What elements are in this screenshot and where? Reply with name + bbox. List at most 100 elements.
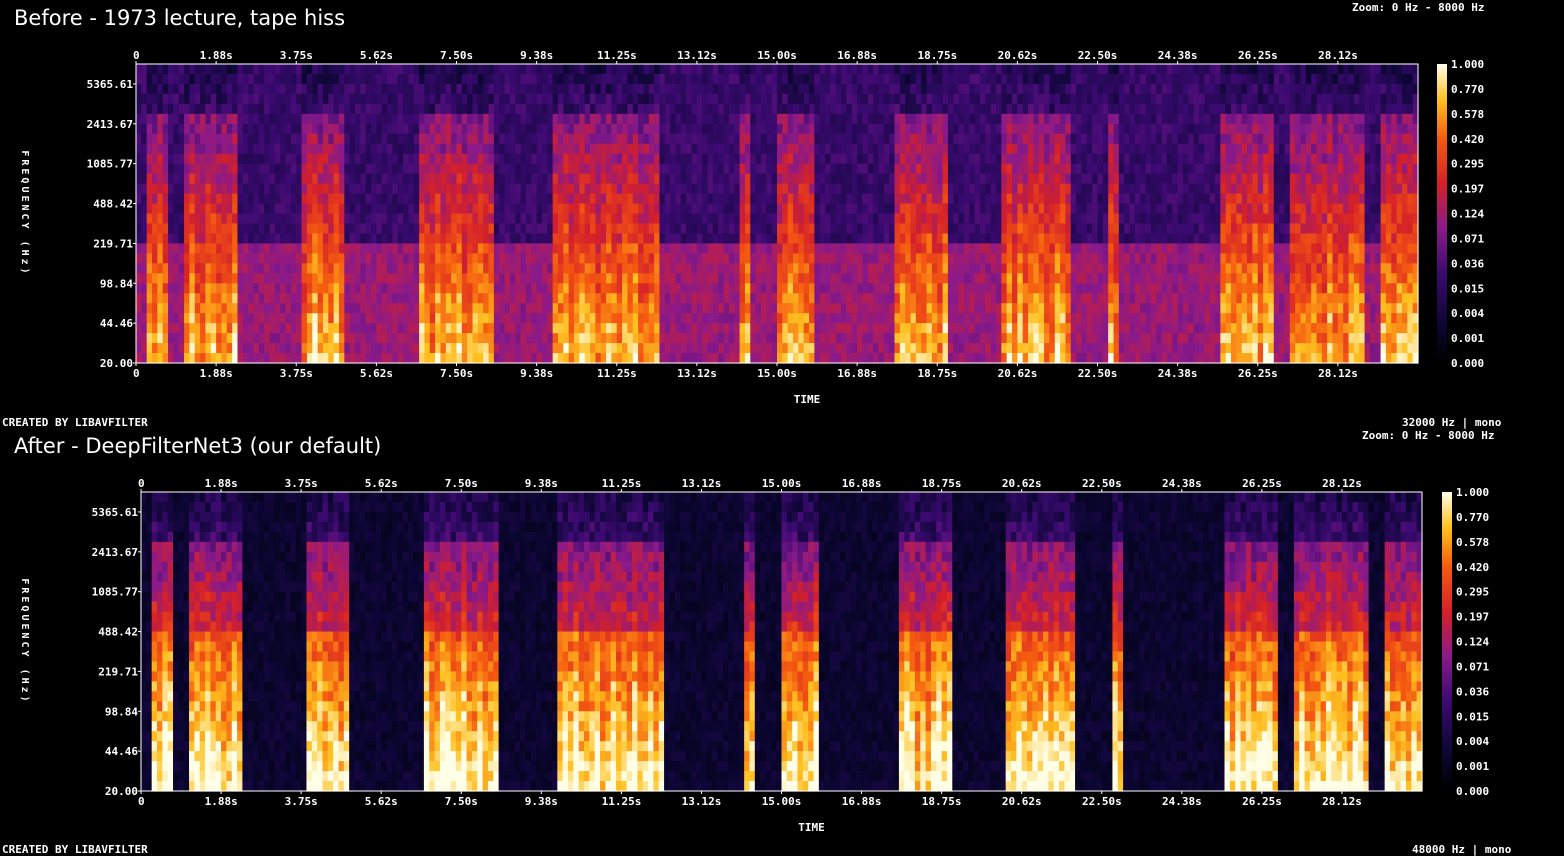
heatmap-cell bbox=[157, 203, 164, 215]
heatmap-cell bbox=[408, 323, 415, 334]
heatmap-cell bbox=[969, 303, 976, 314]
heatmap-cell bbox=[632, 193, 639, 205]
heatmap-cell bbox=[584, 103, 591, 115]
heatmap-cell bbox=[157, 173, 164, 185]
heatmap-cell bbox=[536, 353, 543, 364]
heatmap-cell bbox=[931, 73, 938, 85]
heatmap-cell bbox=[563, 263, 570, 274]
heatmap-cell bbox=[429, 203, 436, 215]
heatmap-cell bbox=[419, 303, 426, 314]
heatmap-cell bbox=[509, 323, 516, 334]
heatmap-cell bbox=[392, 173, 399, 185]
heatmap-cell bbox=[899, 143, 906, 155]
heatmap-cell bbox=[680, 273, 687, 284]
heatmap-cell bbox=[835, 323, 842, 334]
heatmap-cell bbox=[557, 293, 564, 304]
heatmap-cell bbox=[750, 223, 757, 235]
heatmap-cell bbox=[333, 83, 340, 95]
heatmap-cell bbox=[883, 293, 890, 304]
heatmap-cell bbox=[953, 303, 960, 314]
heatmap-cell bbox=[734, 303, 741, 314]
heatmap-cell bbox=[947, 123, 954, 135]
heatmap-cell bbox=[974, 223, 981, 235]
heatmap-cell bbox=[499, 343, 506, 354]
heatmap-cell bbox=[910, 263, 917, 274]
heatmap-cell bbox=[344, 123, 351, 135]
heatmap-cell bbox=[306, 323, 313, 334]
heatmap-cell bbox=[515, 193, 522, 205]
heatmap-cell bbox=[782, 143, 789, 155]
heatmap-cell bbox=[269, 263, 276, 274]
heatmap-cell bbox=[883, 143, 890, 155]
heatmap-cell bbox=[1012, 323, 1018, 334]
heatmap-cell bbox=[520, 203, 527, 215]
heatmap-cell bbox=[611, 253, 618, 264]
heatmap-cell bbox=[509, 153, 516, 165]
heatmap-cell bbox=[451, 253, 458, 264]
heatmap-cell bbox=[611, 183, 618, 195]
heatmap-cell bbox=[371, 173, 377, 185]
heatmap-cell bbox=[915, 343, 922, 354]
heatmap-cell bbox=[440, 303, 447, 314]
heatmap-cell bbox=[520, 83, 527, 95]
heatmap-cell bbox=[953, 353, 960, 364]
heatmap-cell bbox=[1012, 163, 1018, 175]
heatmap-cell bbox=[910, 233, 917, 244]
heatmap-cell bbox=[579, 64, 586, 75]
heatmap-cell bbox=[285, 353, 292, 364]
heatmap-cell bbox=[718, 223, 725, 235]
heatmap-cell bbox=[846, 133, 853, 145]
heatmap-cell bbox=[809, 223, 815, 235]
heatmap-cell bbox=[659, 273, 666, 284]
heatmap-cell bbox=[146, 143, 153, 155]
heatmap-cell bbox=[985, 323, 992, 334]
heatmap-cell bbox=[979, 123, 986, 135]
heatmap-cell bbox=[1006, 153, 1013, 165]
heatmap-cell bbox=[584, 83, 591, 95]
heatmap-cell bbox=[178, 113, 185, 125]
heatmap-cell bbox=[654, 103, 661, 115]
heatmap-cell bbox=[734, 93, 741, 105]
heatmap-cell bbox=[477, 283, 484, 294]
heatmap-cell bbox=[413, 273, 420, 284]
heatmap-cell bbox=[189, 213, 196, 225]
heatmap-cell bbox=[328, 133, 335, 145]
heatmap-cell bbox=[867, 313, 874, 324]
heatmap-cell bbox=[846, 183, 853, 195]
heatmap-cell bbox=[226, 213, 233, 225]
heatmap-cell bbox=[809, 183, 815, 195]
heatmap-cell bbox=[445, 143, 452, 155]
heatmap-cell bbox=[435, 203, 442, 215]
heatmap-cell bbox=[461, 213, 468, 225]
heatmap-cell bbox=[504, 353, 511, 364]
heatmap-cell bbox=[574, 233, 580, 244]
heatmap-cell bbox=[835, 343, 842, 354]
heatmap-cell bbox=[525, 113, 532, 125]
heatmap-cell bbox=[846, 193, 853, 205]
heatmap-cell bbox=[328, 113, 335, 125]
heatmap-cell bbox=[322, 223, 329, 235]
heatmap-cell bbox=[264, 213, 271, 225]
heatmap-cell bbox=[974, 193, 981, 205]
heatmap-cell bbox=[1017, 293, 1024, 304]
heatmap-cell bbox=[338, 253, 345, 264]
heatmap-cell bbox=[397, 73, 404, 85]
heatmap-cell bbox=[285, 323, 292, 334]
heatmap-cell bbox=[590, 243, 596, 254]
heatmap-cell bbox=[152, 173, 158, 185]
heatmap-cell bbox=[958, 223, 965, 235]
heatmap-cell bbox=[344, 343, 351, 354]
heatmap-cell bbox=[387, 273, 393, 284]
heatmap-cell bbox=[825, 263, 832, 274]
heatmap-cell bbox=[547, 243, 554, 254]
heatmap-cell bbox=[606, 193, 613, 205]
heatmap-cell bbox=[723, 353, 730, 364]
heatmap-cell bbox=[178, 223, 185, 235]
heatmap-cell bbox=[328, 153, 335, 165]
heatmap-cell bbox=[755, 343, 762, 354]
heatmap-cell bbox=[403, 343, 410, 354]
heatmap-cell bbox=[606, 223, 613, 235]
heatmap-cell bbox=[322, 233, 329, 244]
heatmap-cell bbox=[253, 133, 260, 145]
heatmap-cell bbox=[873, 333, 880, 344]
